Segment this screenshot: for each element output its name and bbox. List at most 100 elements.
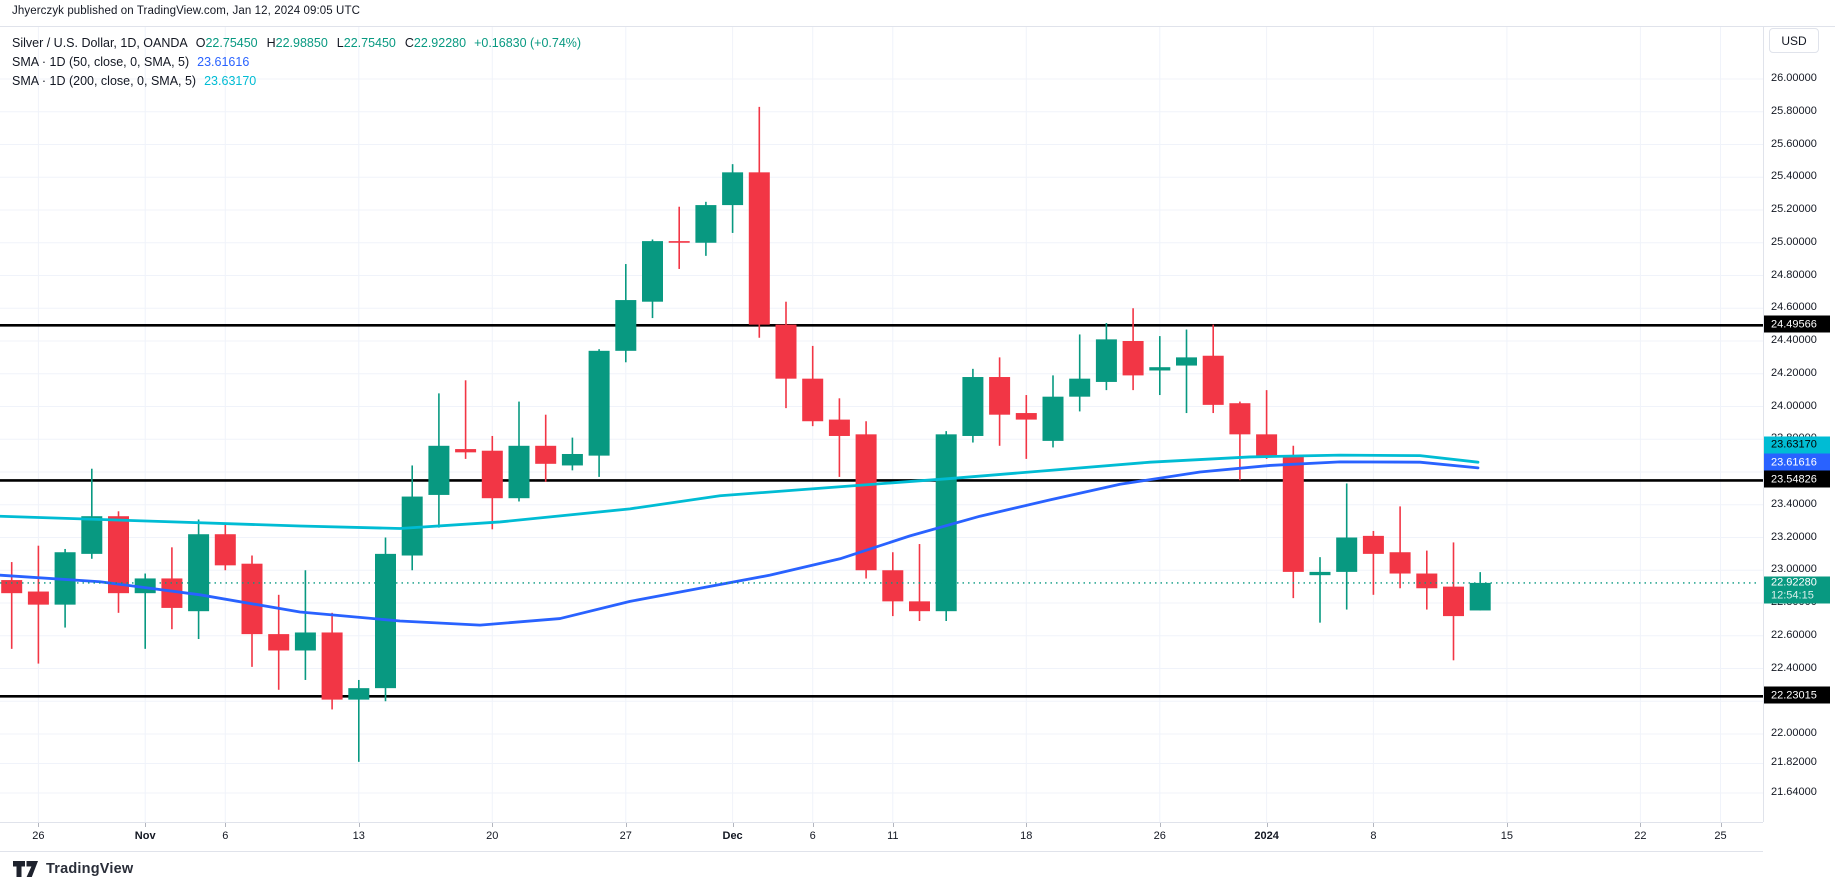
candle[interactable]	[1469, 582, 1491, 611]
time-axis-tick	[1026, 823, 1028, 827]
price-axis-label: 25.20000	[1771, 203, 1817, 215]
candle[interactable]	[1416, 573, 1438, 589]
candle[interactable]	[615, 300, 637, 351]
candle[interactable]	[588, 350, 610, 456]
ohlc-item: H22.98850	[266, 36, 328, 50]
candle[interactable]	[1256, 434, 1278, 456]
candle[interactable]	[1176, 357, 1197, 366]
candle[interactable]	[1015, 413, 1037, 420]
tradingview-logo-text: TradingView	[46, 861, 134, 877]
candle[interactable]	[348, 688, 370, 700]
candle[interactable]	[802, 378, 824, 422]
time-axis-tick	[225, 823, 227, 827]
candle[interactable]	[855, 434, 877, 571]
candle[interactable]	[642, 241, 663, 302]
published-line: Jhyerczyk published on TradingView.com, …	[12, 5, 360, 17]
candle[interactable]	[27, 591, 49, 605]
current-price-badge: 22.92280 12:54:15	[1764, 576, 1830, 604]
price-axis-label: 24.00000	[1771, 399, 1817, 412]
candle[interactable]	[508, 445, 530, 499]
time-axis-label: 25	[1714, 830, 1727, 842]
candle[interactable]	[722, 172, 744, 206]
sma200-value: 23.63170	[204, 74, 257, 88]
candle[interactable]	[108, 516, 129, 594]
price-axis-label: 24.60000	[1771, 301, 1817, 314]
price-axis-label: 22.00000	[1771, 727, 1817, 739]
candle[interactable]	[882, 570, 904, 602]
current-price-value: 22.92280	[1771, 576, 1817, 589]
price-axis-label: 25.40000	[1771, 170, 1817, 183]
sma200-label[interactable]: SMA · 1D (200, close, 0, SMA, 5)	[12, 74, 197, 88]
sma50-label[interactable]: SMA · 1D (50, close, 0, SMA, 5)	[12, 55, 190, 69]
currency-button[interactable]: USD	[1769, 28, 1819, 53]
candle[interactable]	[695, 205, 717, 243]
candle[interactable]	[455, 449, 477, 453]
time-axis-tick	[892, 823, 894, 827]
candle[interactable]	[1, 580, 23, 594]
candle[interactable]	[1309, 571, 1331, 576]
footer-brand[interactable]: TradingView	[12, 860, 133, 878]
sma200-legend-row[interactable]: SMA · 1D (200, close, 0, SMA, 5) 23.6317…	[12, 73, 581, 89]
candle[interactable]	[1362, 535, 1384, 554]
candle[interactable]	[481, 450, 503, 499]
candle[interactable]	[1095, 339, 1117, 382]
price-axis-label: 24.40000	[1771, 334, 1817, 346]
sma-200-line[interactable]	[0, 453, 1480, 530]
candle[interactable]	[909, 601, 930, 612]
sma200-badge: 23.63170	[1764, 436, 1830, 454]
time-axis-label: Dec	[722, 830, 743, 842]
candle[interactable]	[214, 534, 236, 566]
candle[interactable]	[241, 563, 263, 635]
time-axis-label: 26	[1153, 830, 1166, 842]
price-axis-label: 22.60000	[1771, 628, 1817, 641]
time-axis-label: 22	[1634, 830, 1647, 842]
candle[interactable]	[748, 172, 770, 325]
candle[interactable]	[1202, 355, 1224, 405]
symbol-title[interactable]: Silver / U.S. Dollar, 1D, OANDA	[12, 36, 188, 50]
price-axis[interactable]: USD 26.00000 25.80000 25.60000 25.40000 25.2…	[1763, 26, 1835, 822]
candle[interactable]	[775, 324, 797, 379]
level-badge-3: 22.23015	[1764, 686, 1830, 704]
level-badge-1: 24.49566	[1764, 315, 1830, 333]
candle[interactable]	[294, 632, 316, 651]
time-axis-tick	[812, 823, 814, 827]
candle[interactable]	[161, 578, 183, 608]
time-axis-label: 26	[32, 830, 45, 842]
candle[interactable]	[188, 534, 210, 612]
sma50-value: 23.61616	[197, 55, 250, 69]
symbol-legend-row[interactable]: Silver / U.S. Dollar, 1D, OANDA O22.7545…	[12, 35, 581, 51]
candle[interactable]	[828, 419, 850, 436]
candle[interactable]	[668, 241, 690, 243]
candle[interactable]	[535, 445, 557, 464]
candle[interactable]	[1336, 537, 1358, 572]
candle[interactable]	[1149, 367, 1171, 371]
candle[interactable]	[428, 445, 450, 495]
time-axis[interactable]: 26 Nov 6 13 20 27 Dec 6 11 18 26 2024 8 15 22 25	[0, 822, 1763, 852]
candle[interactable]	[81, 516, 103, 554]
time-axis-tick	[625, 823, 627, 827]
candle[interactable]	[1229, 403, 1251, 435]
candlestick-chart[interactable]	[0, 27, 1835, 853]
candle[interactable]	[962, 377, 984, 436]
time-axis-label: 15	[1500, 830, 1514, 842]
price-axis-label: 23.00000	[1771, 563, 1817, 576]
candle[interactable]	[1282, 455, 1304, 572]
candle[interactable]	[1443, 586, 1464, 617]
chart-area[interactable]: Silver / U.S. Dollar, 1D, OANDA O22.7545…	[0, 26, 1835, 852]
candle[interactable]	[561, 453, 583, 466]
time-axis-tick	[1266, 823, 1268, 827]
candle[interactable]	[989, 377, 1011, 415]
candle[interactable]	[1389, 552, 1411, 574]
price-axis-label: 23.20000	[1771, 530, 1817, 543]
candle[interactable]	[1042, 396, 1064, 441]
sma50-legend-row[interactable]: SMA · 1D (50, close, 0, SMA, 5) 23.61616	[12, 54, 581, 70]
sma-50-line[interactable]	[0, 460, 1480, 627]
time-axis-tick	[145, 823, 147, 827]
candle[interactable]	[401, 496, 423, 556]
candle[interactable]	[321, 632, 343, 700]
candle[interactable]	[1122, 341, 1144, 376]
price-axis-label: 25.60000	[1771, 137, 1817, 150]
candle[interactable]	[1069, 378, 1091, 397]
bar-countdown: 12:54:15	[1771, 589, 1814, 602]
candle[interactable]	[268, 634, 290, 651]
